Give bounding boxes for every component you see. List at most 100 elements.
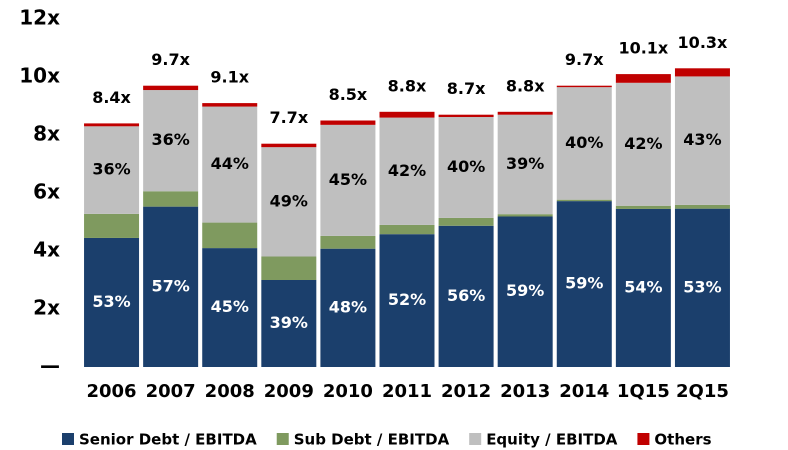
share-label: 42% bbox=[624, 134, 662, 153]
legend-label: Sub Debt / EBITDA bbox=[294, 431, 450, 449]
x-tick-label: 1Q15 bbox=[617, 381, 670, 402]
bar-segment bbox=[674, 208, 730, 367]
bar-segment bbox=[202, 248, 258, 367]
bar-segment bbox=[143, 206, 199, 367]
total-label: 8.7x bbox=[447, 79, 486, 98]
share-label: 53% bbox=[683, 277, 721, 296]
total-label: 9.1x bbox=[210, 68, 249, 87]
bar-segment bbox=[379, 111, 435, 118]
share-label: 36% bbox=[92, 160, 130, 179]
x-tick-label: 2010 bbox=[323, 381, 373, 402]
share-label: 59% bbox=[506, 281, 544, 300]
x-tick-label: 2013 bbox=[500, 381, 550, 402]
y-tick-label: 6x bbox=[33, 180, 60, 204]
bar-segment bbox=[556, 199, 612, 202]
total-label: 9.7x bbox=[151, 50, 190, 69]
total-label: 7.7x bbox=[269, 108, 308, 127]
y-tick-label: 8x bbox=[33, 122, 60, 146]
bar-segment bbox=[379, 234, 435, 367]
x-tick-label: 2009 bbox=[264, 381, 314, 402]
x-tick-label: 2011 bbox=[382, 381, 432, 402]
legend-swatch bbox=[469, 433, 482, 445]
bar-segment bbox=[320, 248, 376, 367]
y-tick-label: 2x bbox=[33, 296, 60, 320]
bar-segment bbox=[438, 117, 494, 218]
y-tick-label: 10x bbox=[19, 64, 60, 88]
bar-segment bbox=[674, 204, 730, 209]
total-label: 8.8x bbox=[506, 76, 545, 95]
total-label: 8.5x bbox=[329, 85, 368, 104]
x-tick-label: 2006 bbox=[86, 381, 136, 402]
bar-segment bbox=[497, 114, 553, 215]
bar-segment bbox=[320, 120, 376, 125]
total-label: 10.3x bbox=[678, 33, 728, 52]
share-label: 45% bbox=[211, 297, 249, 316]
total-label: 8.8x bbox=[388, 76, 427, 95]
bar-segment bbox=[497, 214, 553, 217]
share-label: 49% bbox=[270, 191, 308, 210]
bar-segment bbox=[438, 225, 494, 367]
total-label: 10.1x bbox=[618, 39, 668, 58]
bar-segment bbox=[615, 82, 671, 206]
bar-segment bbox=[497, 111, 553, 115]
bar-segment bbox=[379, 117, 435, 225]
bar-segment bbox=[674, 76, 730, 205]
bar-segment bbox=[674, 68, 730, 77]
bar-segment bbox=[143, 191, 199, 207]
x-tick-label: 2007 bbox=[146, 381, 196, 402]
y-tick-label: — bbox=[40, 354, 60, 378]
x-tick-label: 2008 bbox=[205, 381, 255, 402]
bar-segment bbox=[556, 201, 612, 367]
share-label: 53% bbox=[92, 292, 130, 311]
share-label: 54% bbox=[624, 277, 662, 296]
bar-segment bbox=[438, 114, 494, 118]
share-label: 40% bbox=[565, 133, 603, 152]
bar-segment bbox=[615, 208, 671, 367]
x-tick-label: 2Q15 bbox=[676, 381, 729, 402]
share-label: 40% bbox=[447, 157, 485, 176]
bar-segment bbox=[261, 280, 317, 367]
legend-swatch bbox=[62, 433, 74, 445]
total-label: 8.4x bbox=[92, 88, 131, 107]
bar-segment bbox=[320, 124, 376, 236]
share-label: 43% bbox=[683, 130, 721, 149]
bar-segment bbox=[84, 126, 140, 214]
share-label: 36% bbox=[151, 130, 189, 149]
share-label: 45% bbox=[329, 170, 367, 189]
share-label: 39% bbox=[270, 313, 308, 332]
x-tick-label: 2014 bbox=[559, 381, 609, 402]
bar-segment bbox=[84, 123, 140, 127]
share-label: 57% bbox=[151, 276, 189, 295]
legend-label: Senior Debt / EBITDA bbox=[79, 431, 257, 449]
bar-segment bbox=[84, 213, 140, 238]
bar-segment bbox=[615, 205, 671, 209]
share-label: 56% bbox=[447, 286, 485, 305]
y-tick-label: 12x bbox=[19, 6, 60, 30]
share-label: 48% bbox=[329, 297, 367, 316]
bar-segment bbox=[202, 103, 258, 107]
bar-segment bbox=[261, 256, 317, 280]
bar-segment bbox=[261, 147, 317, 257]
bar-segment bbox=[202, 106, 258, 223]
legend-swatch bbox=[276, 433, 289, 445]
y-tick-label: 4x bbox=[33, 238, 60, 262]
share-label: 59% bbox=[565, 274, 603, 293]
legend-swatch bbox=[637, 433, 650, 445]
bar-segment bbox=[84, 237, 140, 367]
bar-segment bbox=[261, 143, 317, 148]
bar-segment bbox=[556, 85, 612, 88]
bar-segment bbox=[438, 217, 494, 226]
x-tick-label: 2012 bbox=[441, 381, 491, 402]
share-label: 39% bbox=[506, 154, 544, 173]
share-label: 42% bbox=[388, 161, 426, 180]
bar-segment bbox=[143, 90, 199, 192]
bar-segment bbox=[615, 74, 671, 83]
bar-segment bbox=[497, 216, 553, 367]
share-label: 52% bbox=[388, 290, 426, 309]
bar-segment bbox=[143, 85, 199, 91]
bar-segment bbox=[202, 222, 258, 249]
legend-label: Equity / EBITDA bbox=[486, 431, 618, 449]
bar-segment bbox=[556, 87, 612, 200]
bar-segment bbox=[379, 224, 435, 235]
